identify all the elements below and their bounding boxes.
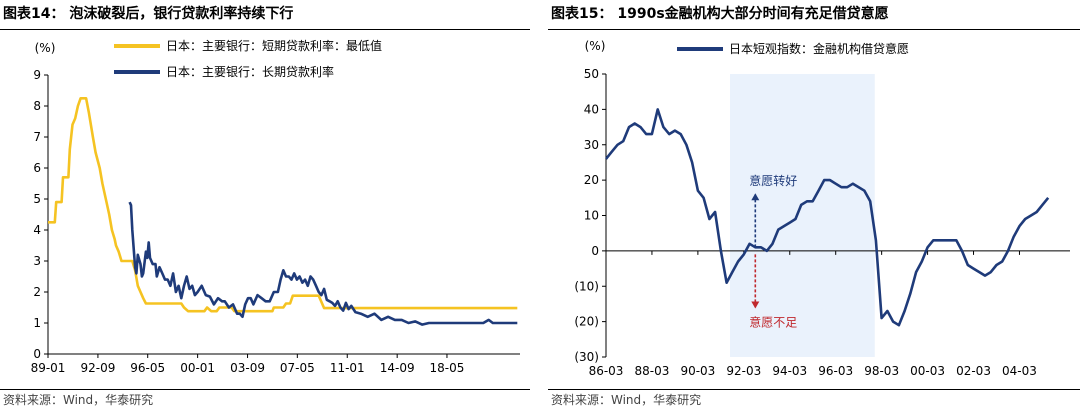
source-note-right: 资料来源：Wind，华泰研究 (551, 393, 702, 407)
title-rule-left (0, 29, 530, 30)
shaded-period-right (730, 74, 875, 357)
x-tick-label-left: 14-09 (380, 361, 415, 375)
x-tick-label-right: 04-03 (1002, 364, 1037, 378)
x-tick-label-left: 89-01 (31, 361, 66, 375)
title-rule-right (548, 29, 1080, 30)
source-note-left: 资料来源：Wind，华泰研究 (3, 393, 154, 407)
x-tick-label-right: 90-03 (680, 364, 715, 378)
y-tick-label-left: 2 (33, 285, 41, 299)
y-tick-label-right: 20 (584, 173, 599, 187)
y-axis-unit-label-right: (%) (585, 39, 606, 53)
x-tick-label-right: 88-03 (635, 364, 670, 378)
y-tick-label-right: 30 (584, 138, 599, 152)
x-tick-label-right: 86-03 (589, 364, 624, 378)
x-tick-label-left: 96-05 (130, 361, 165, 375)
x-tick-label-left: 18-05 (430, 361, 465, 375)
line-chart-right: (%) 50 40 30 20 10 0 (10) (20) (30)86-03 88-03 90-0… (574, 39, 1070, 378)
chart-panel-left: 图表14： 泡沫破裂后，银行贷款利率持续下行 (%) 0 1 2 3 4 5 6 7 8 9 89-0… (0, 0, 530, 412)
y-tick-label-left: 9 (33, 68, 41, 82)
y-axis-unit-label-left: (%) (35, 41, 56, 55)
annotation-arrow-head-2 (751, 301, 760, 309)
x-tick-label-right: 02-03 (956, 364, 991, 378)
y-tick-label-right: 40 (584, 102, 599, 116)
y-tick-label-right: (20) (574, 315, 599, 329)
x-tick-label-right: 98-03 (864, 364, 899, 378)
y-tick-label-left: 1 (33, 316, 41, 330)
annotation-label-2: 意愿不足 (749, 315, 797, 330)
x-tick-label-left: 07-05 (280, 361, 315, 375)
legend-label-left-1: 日本：主要银行：短期贷款利率：最低值 (166, 38, 382, 53)
x-tick-label-left: 92-09 (80, 361, 115, 375)
x-tick-label-right: 96-03 (818, 364, 853, 378)
y-tick-label-right: 50 (584, 67, 599, 81)
footer-rule-right (548, 389, 1080, 390)
legend-label-right-1: 日本短观指数：金融机构借贷意愿 (729, 41, 909, 56)
x-tick-label-right: 92-03 (726, 364, 761, 378)
series-line-right-1 (604, 108, 1050, 327)
x-tick-label-right: 94-03 (772, 364, 807, 378)
chart-panel-right: 图表15： 1990s金融机构大部分时间有充足借贷意愿 (%) 50 40 30 20 1… (548, 0, 1080, 412)
y-tick-label-left: 8 (33, 99, 41, 113)
x-tick-label-left: 00-01 (180, 361, 215, 375)
y-tick-label-left: 7 (33, 130, 41, 144)
y-tick-label-left: 5 (33, 192, 41, 206)
annotation-label-1: 意愿转好 (749, 173, 797, 188)
chart-title-left: 图表14： 泡沫破裂后，银行贷款利率持续下行 (3, 6, 294, 22)
y-tick-label-right: 10 (584, 209, 599, 223)
y-tick-label-right: 0 (591, 244, 599, 258)
y-tick-label-left: 4 (33, 223, 41, 237)
annotation-arrow-head-1 (751, 193, 760, 201)
footer-rule-left (0, 389, 530, 390)
y-tick-label-right: (10) (574, 279, 599, 293)
series-line-left-1 (48, 97, 518, 313)
chart-title-right: 图表15： 1990s金融机构大部分时间有充足借贷意愿 (551, 6, 889, 22)
line-chart-left: (%) 0 1 2 3 4 5 6 7 8 9 89-01 92-09 96-05 00-01 03-09 07… (31, 38, 520, 375)
x-tick-label-right: 00-03 (910, 364, 945, 378)
y-tick-label-left: 6 (33, 161, 41, 175)
y-tick-label-left: 3 (33, 254, 41, 268)
series-line-left-2 (128, 201, 518, 326)
x-tick-label-left: 03-09 (230, 361, 265, 375)
y-tick-label-left: 0 (33, 347, 41, 361)
legend-label-left-2: 日本：主要银行：长期贷款利率 (166, 64, 334, 79)
x-tick-label-left: 11-01 (330, 361, 365, 375)
y-tick-label-right: (30) (574, 350, 599, 364)
